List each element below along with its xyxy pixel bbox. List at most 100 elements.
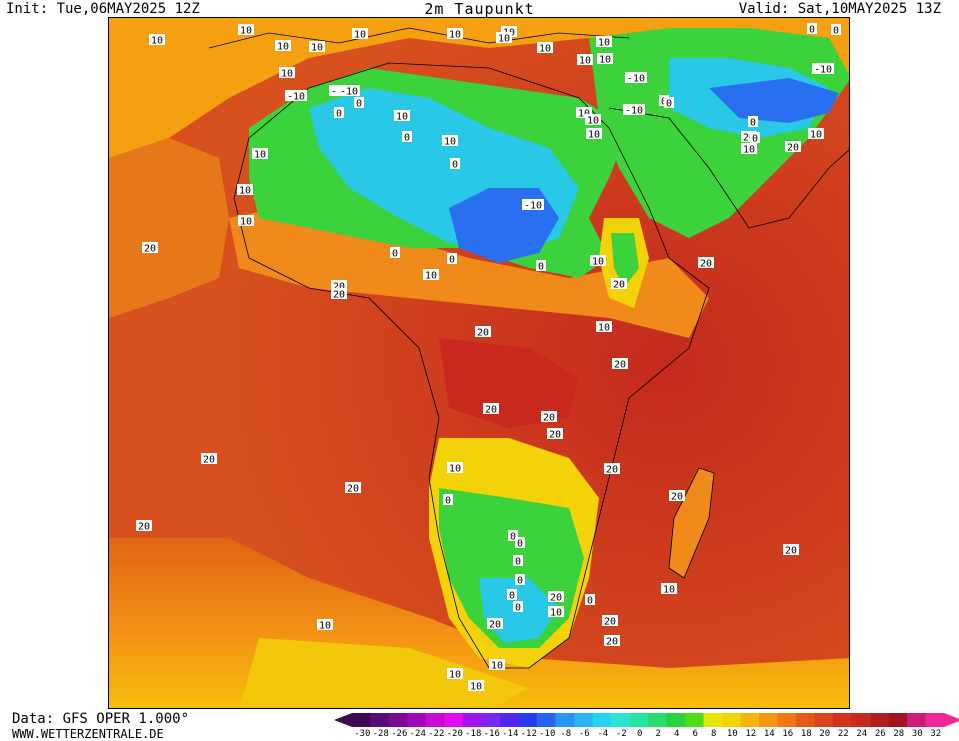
- contour-label-text: 10: [598, 38, 610, 49]
- contour-label-text: 10: [240, 217, 252, 228]
- scale-swatch: [500, 713, 519, 727]
- contour-label-text: 0: [515, 557, 521, 568]
- scale-tick-label: 18: [800, 729, 812, 739]
- contour-label: 0: [536, 260, 546, 273]
- contour-label-text: 10: [444, 137, 456, 148]
- contour-label: 20: [475, 326, 491, 339]
- scale-tick-label: 26: [874, 729, 886, 739]
- scale-tick-label: 10: [726, 729, 738, 739]
- scale-swatch: [463, 713, 482, 727]
- scale-swatch: [833, 713, 852, 727]
- contour-label-text: 10: [743, 145, 755, 156]
- contour-label: 0: [831, 24, 841, 37]
- contour-label: 20: [698, 257, 714, 270]
- scale-tick-label: 24: [856, 729, 868, 739]
- website-url-label: WWW.WETTERZENTRALE.DE: [12, 727, 164, 741]
- contour-label: 20: [201, 453, 217, 466]
- scale-tick-label: -22: [428, 729, 445, 739]
- contour-label-text: 20: [138, 522, 150, 533]
- scale-swatch: [574, 713, 593, 727]
- contour-label-text: 10: [254, 150, 266, 161]
- contour-label-text: 10: [449, 464, 461, 475]
- contour-label-text: 10: [810, 130, 822, 141]
- contour-label-text: -10: [524, 201, 542, 212]
- madagascar-coastline: [668, 467, 715, 579]
- contour-label: 20: [604, 635, 620, 648]
- europe-coastline: [208, 27, 630, 49]
- contour-label: 0: [354, 97, 364, 110]
- contour-label-text: 0: [752, 134, 758, 145]
- contour-label-text: -10: [627, 74, 645, 85]
- ethiopia-green: [611, 233, 639, 288]
- contour-label-text: -10: [287, 92, 305, 103]
- contour-label-text: 10: [550, 608, 562, 619]
- contour-label: 10: [596, 321, 612, 334]
- contour-label-text: 10: [599, 55, 611, 66]
- dewpoint-map: 10101010101010101010101000-10-1010-10-10…: [108, 17, 850, 709]
- arabia-coastline: [608, 107, 849, 229]
- sahel-belt: [229, 208, 709, 338]
- central-africa-red: [439, 338, 579, 428]
- contour-label-text: 20: [543, 413, 555, 424]
- scale-swatch: [592, 713, 612, 727]
- scale-tick-label: -18: [465, 729, 482, 739]
- contour-label-text: 0: [517, 576, 523, 587]
- contour-label: 10: [585, 114, 601, 127]
- contour-label-text: 0: [809, 25, 815, 36]
- contour-label-text: 20: [549, 430, 561, 441]
- nw-atlantic-field: [109, 138, 229, 318]
- contour-label: 0: [508, 530, 518, 543]
- contour-label: 10: [489, 659, 505, 672]
- contour-label: 0: [513, 601, 523, 614]
- contour-label-text: 20: [785, 546, 797, 557]
- contour-label-text: 10: [579, 56, 591, 67]
- contour-label-text: 10: [354, 30, 366, 41]
- scale-tick-label: 32: [930, 729, 942, 739]
- contour-label-text: 10: [449, 670, 461, 681]
- contour-label-text: 10: [588, 130, 600, 141]
- scale-tick-label: 14: [763, 729, 775, 739]
- contour-label-text: 10: [240, 26, 252, 37]
- contour-label: 10: [423, 269, 439, 282]
- contour-label: 20: [541, 411, 557, 424]
- contour-label: 0: [807, 23, 817, 36]
- contour-label: 10: [576, 107, 592, 120]
- contour-label: 20: [331, 288, 347, 301]
- contour-label: 0: [402, 131, 412, 144]
- madagascar: [669, 468, 714, 578]
- scale-tick-label: 30: [911, 729, 923, 739]
- scale-swatch: [740, 713, 760, 727]
- scale-tick-label: -24: [409, 729, 426, 739]
- contour-label: -10: [625, 72, 647, 85]
- contour-label-text: -10: [814, 65, 832, 76]
- contour-label-text: 0: [404, 133, 410, 144]
- scale-swatch: [703, 713, 723, 727]
- scale-tick-label: -30: [354, 729, 371, 739]
- contour-label: 20: [487, 618, 503, 631]
- contour-label-text: 0: [392, 249, 398, 260]
- contour-label-text: 10: [281, 69, 293, 80]
- contour-label: 10: [590, 255, 606, 268]
- scale-tick-label: -26: [391, 729, 408, 739]
- contour-label-text: 0: [517, 539, 523, 550]
- contour-label: 20: [604, 463, 620, 476]
- scale-swatch: [666, 713, 686, 727]
- valid-time-label: Valid: Sat,10MAY2025 13Z: [738, 1, 941, 17]
- scale-right-arrow: [944, 713, 959, 727]
- scale-tick-label: 0: [637, 729, 643, 739]
- africa-coastline: [233, 62, 710, 669]
- contour-label-text: 0: [833, 26, 839, 37]
- contour-label: 0: [585, 594, 595, 607]
- scale-swatch: [888, 713, 908, 727]
- contour-label-text: 20: [203, 455, 215, 466]
- contour-label: 0: [450, 158, 460, 171]
- contour-label-text: -10: [340, 87, 358, 98]
- contour-label: 0: [750, 132, 760, 145]
- scale-swatch: [925, 713, 945, 727]
- contour-label: 20: [547, 428, 563, 441]
- scale-swatch: [611, 713, 630, 727]
- contour-label-text: 0: [510, 532, 516, 543]
- contour-label-text: 0: [445, 496, 451, 507]
- contour-label-text: 20: [671, 492, 683, 503]
- scale-tick-label: 2: [655, 729, 661, 739]
